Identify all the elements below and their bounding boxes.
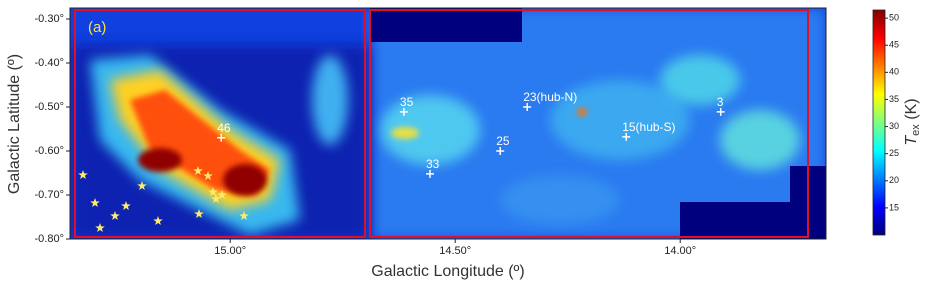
plot-frame — [69, 7, 827, 240]
star-icon — [194, 209, 204, 218]
colorbar-tick-label: 45 — [889, 40, 899, 50]
colorbar — [872, 9, 886, 236]
x-tick-label: 14.00° — [664, 245, 696, 257]
colorbar-title: Tex (K) — [903, 98, 922, 145]
y-axis-title: Galactic Latitude (º) — [6, 54, 23, 194]
source-marker — [622, 132, 631, 141]
star-icon — [217, 190, 227, 199]
star-markers — [78, 166, 249, 232]
star-icon — [211, 194, 221, 203]
star-icon — [239, 211, 249, 220]
y-tick-label: -0.70° — [35, 189, 64, 201]
colorbar-tick-label: 20 — [889, 175, 899, 185]
source-marker — [426, 169, 434, 178]
x-tick-label: 14.50° — [439, 245, 471, 257]
map-image — [70, 8, 826, 239]
colorbar-tick-label: 15 — [889, 202, 899, 212]
source-marker — [399, 107, 408, 116]
annotation: 15(hub-S) — [622, 120, 675, 134]
annotation: 35 — [400, 95, 414, 109]
x-tick-label: 15.00° — [214, 245, 246, 257]
annotation: 23(hub-N) — [523, 90, 577, 104]
annotation: 33 — [426, 157, 440, 171]
star-icon — [137, 181, 147, 190]
x-axis-title: Galactic Longitude (º) — [371, 263, 524, 280]
source-marker — [716, 107, 725, 116]
region-box — [369, 9, 809, 238]
colorbar-tick-label: 50 — [889, 13, 899, 23]
star-icon — [153, 216, 163, 225]
star-icon — [90, 198, 100, 207]
star-icon — [193, 166, 203, 175]
panel-label: (a) — [88, 19, 106, 36]
annotation: 25 — [496, 134, 510, 148]
star-icon — [95, 223, 105, 232]
star-icon — [208, 187, 218, 196]
annotation: 46 — [217, 121, 231, 135]
star-icon — [78, 170, 88, 179]
y-tick-label: -0.30° — [35, 13, 64, 25]
colorbar-tick-label: 25 — [889, 148, 899, 158]
star-icon — [121, 201, 131, 210]
star-icon — [203, 171, 213, 180]
y-tick-label: -0.60° — [35, 145, 64, 157]
y-tick-label: -0.80° — [35, 233, 64, 245]
source-marker — [523, 103, 532, 111]
source-marker — [217, 133, 226, 142]
colorbar-tick-label: 35 — [889, 94, 899, 104]
annotation: 3 — [717, 95, 724, 109]
y-tick-label: -0.40° — [35, 57, 64, 69]
source-marker — [496, 147, 505, 155]
star-icon — [110, 211, 120, 220]
colorbar-tick-label: 30 — [889, 121, 899, 131]
colorbar-tick-label: 40 — [889, 67, 899, 77]
region-box — [74, 9, 366, 238]
y-tick-label: -0.50° — [35, 101, 64, 113]
